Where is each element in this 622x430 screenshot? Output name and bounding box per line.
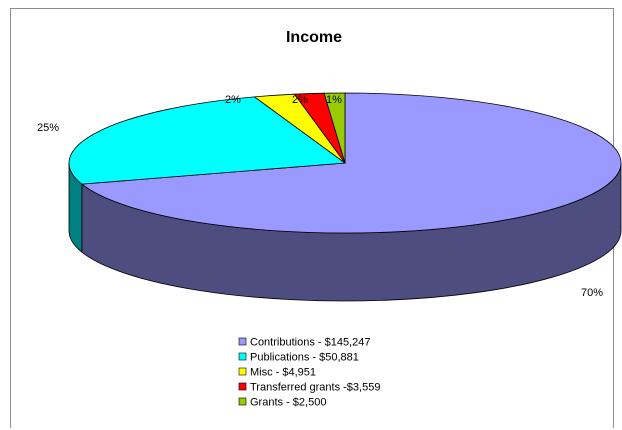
legend-label-3: Transferred grants -$3,559 — [250, 382, 380, 394]
pie-slice-0 — [80, 92, 622, 234]
legend-swatch-3 — [238, 382, 247, 391]
pie-percent-label-3: 2% — [292, 94, 308, 106]
legend-label-0: Contributions - $145,247 — [250, 337, 370, 349]
legend-swatch-1 — [238, 352, 247, 361]
pie-percent-label-2: 2% — [225, 94, 241, 106]
legend-swatch-4 — [238, 397, 247, 406]
chart-title: Income — [286, 29, 342, 46]
pie-percent-label-4: 1% — [326, 94, 342, 106]
legend-label-4: Grants - $2,500 — [250, 397, 326, 409]
pie-slice-1 — [68, 96, 347, 185]
pie-tops — [68, 92, 622, 234]
pie-percent-label-0: 70% — [581, 287, 603, 299]
legend-label-2: Misc - $4,951 — [250, 367, 316, 379]
legend-swatch-2 — [238, 367, 247, 376]
legend-label-1: Publications - $50,881 — [250, 352, 359, 364]
pie-slice-4 — [323, 92, 346, 164]
legend-swatch-0 — [238, 337, 247, 346]
pie-percent-label-1: 25% — [37, 122, 59, 134]
legend: Contributions - $145,247 Publications - $… — [238, 337, 380, 409]
pie-labels: 70% 25% 2% 2% 1% — [37, 94, 603, 299]
